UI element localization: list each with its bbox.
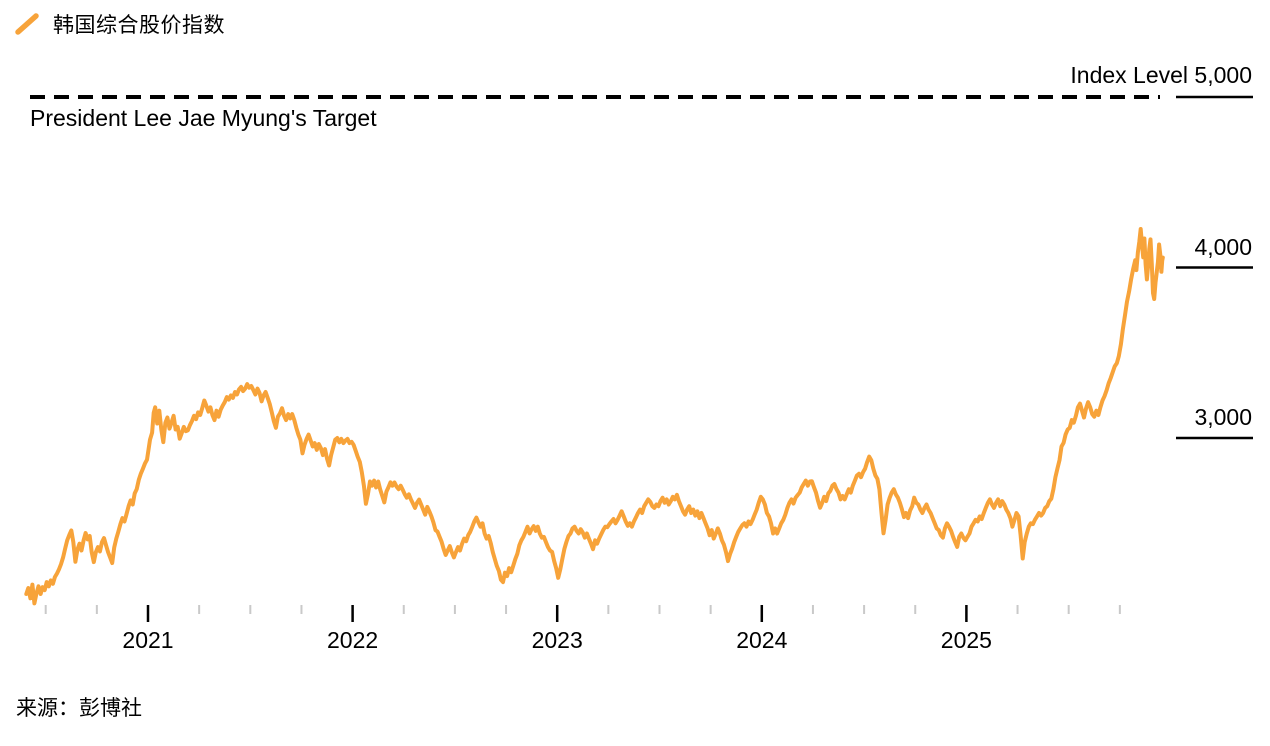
x-axis-year-label: 2022 <box>327 627 379 653</box>
series-line-swatch-icon <box>15 13 39 35</box>
x-axis-year-label: 2025 <box>940 627 992 653</box>
y-axis-label-4000: 4,000 <box>1194 234 1252 260</box>
target-annotation: President Lee Jae Myung's Target <box>30 105 377 131</box>
x-axis-year-label: 2023 <box>531 627 583 653</box>
chart-legend: 韩国综合股价指数 <box>14 9 225 39</box>
y-axis-label-3000: 3,000 <box>1194 404 1252 430</box>
source-label: 来源：彭博社 <box>16 697 142 720</box>
x-axis-year-label: 2024 <box>736 627 788 653</box>
series-label: 韩国综合股价指数 <box>53 14 225 37</box>
kospi-series-line <box>24 227 1165 606</box>
target-level-label: Index Level 5,000 <box>1070 62 1252 88</box>
x-axis-year-label: 2021 <box>122 627 174 653</box>
